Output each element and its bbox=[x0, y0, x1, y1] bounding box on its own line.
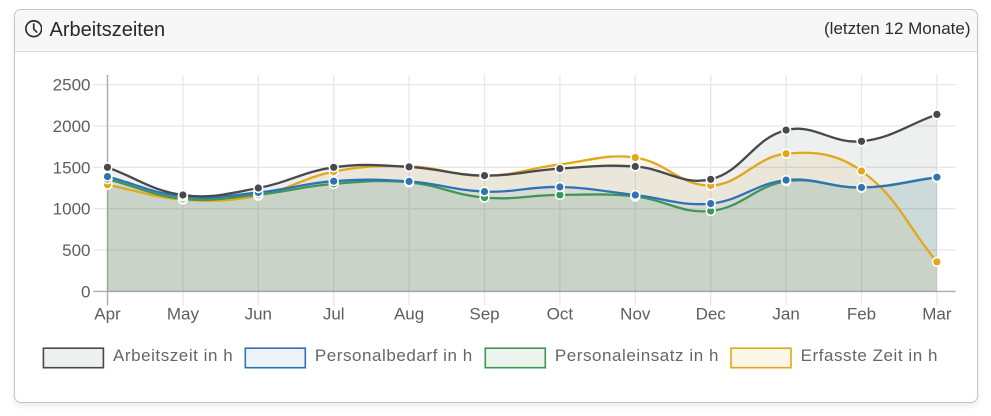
svg-text:May: May bbox=[167, 305, 200, 324]
svg-text:Jan: Jan bbox=[772, 305, 799, 324]
svg-text:Personalbedarf in h: Personalbedarf in h bbox=[315, 346, 473, 365]
svg-text:Jun: Jun bbox=[245, 305, 272, 324]
svg-text:Nov: Nov bbox=[620, 305, 651, 324]
svg-text:2500: 2500 bbox=[53, 76, 91, 95]
svg-text:Aug: Aug bbox=[394, 305, 424, 324]
svg-text:Erfasste Zeit in h: Erfasste Zeit in h bbox=[801, 346, 938, 365]
svg-text:Arbeitszeit in h: Arbeitszeit in h bbox=[113, 346, 233, 365]
svg-text:500: 500 bbox=[62, 241, 90, 260]
svg-text:2000: 2000 bbox=[53, 117, 91, 136]
svg-text:Dec: Dec bbox=[696, 305, 727, 324]
svg-text:Jul: Jul bbox=[323, 305, 345, 324]
svg-text:Mar: Mar bbox=[922, 305, 952, 324]
svg-text:1500: 1500 bbox=[53, 158, 91, 177]
svg-text:Apr: Apr bbox=[94, 305, 121, 324]
svg-text:Feb: Feb bbox=[847, 305, 876, 324]
svg-text:Personaleinsatz in h: Personaleinsatz in h bbox=[555, 346, 719, 365]
svg-text:Oct: Oct bbox=[547, 305, 574, 324]
svg-text:Sep: Sep bbox=[469, 305, 499, 324]
svg-text:1000: 1000 bbox=[53, 200, 91, 219]
svg-text:0: 0 bbox=[81, 282, 90, 301]
